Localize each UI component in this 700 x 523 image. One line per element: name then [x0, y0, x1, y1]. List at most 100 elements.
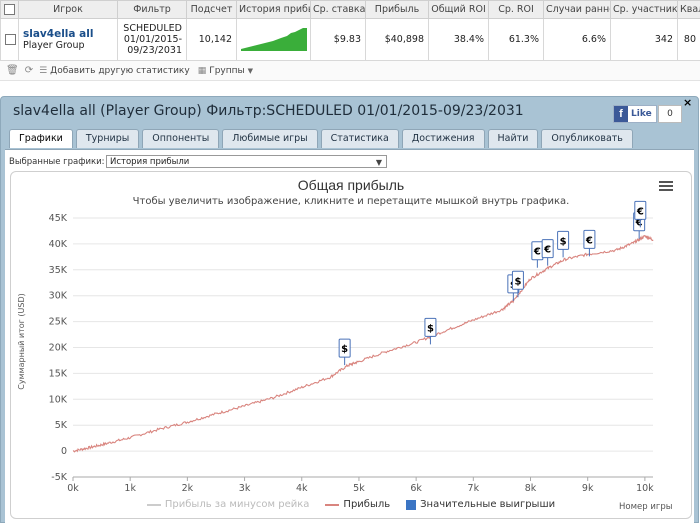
row-checkbox-cell[interactable] [1, 19, 19, 61]
select-all-checkbox[interactable] [4, 4, 15, 15]
legend-label: Прибыль за минусом рейка [165, 499, 310, 510]
column-header[interactable]: Случаи ранне [544, 1, 611, 19]
legend-label: Прибыль [343, 499, 390, 510]
column-header[interactable]: Ср. участник [611, 1, 678, 19]
x-tick-label: 1k [124, 483, 136, 494]
big-win-flag-symbol: $ [341, 344, 348, 355]
sliders-icon: ☰ [39, 66, 47, 76]
chart-select-label: Выбранные графики: [9, 157, 105, 167]
header-checkbox-cell[interactable] [1, 1, 19, 19]
x-axis-title: Номер игры [619, 502, 672, 512]
y-tick-label: 10K [49, 394, 68, 405]
tab-opponents[interactable]: Оппоненты [142, 129, 219, 148]
chart-select[interactable]: История прибыли ▼ [106, 155, 387, 168]
refresh-icon[interactable]: ⟳ [25, 65, 33, 76]
big-win-flag-symbol: € [533, 247, 541, 258]
y-tick-label: -5K [51, 472, 67, 483]
tab-achievements[interactable]: Достижения [402, 129, 485, 148]
x-tick-label: 6k [410, 483, 422, 494]
legend-item-profit[interactable]: Прибыль [325, 499, 390, 510]
x-tick-label: 7k [468, 483, 480, 494]
legend-item-big-wins[interactable]: Значительные выигрыши [406, 499, 555, 510]
add-stat-label: Добавить другую статистику [50, 66, 190, 76]
x-tick-label: 2k [182, 483, 194, 494]
early-cases-cell: 6.6% [544, 19, 611, 61]
total-roi-cell: 38.4% [429, 19, 489, 61]
column-header[interactable]: Ср. ROI [489, 1, 544, 19]
legend-swatch [406, 500, 416, 510]
filter-line: 01/01/2015- [122, 34, 182, 45]
column-header[interactable]: Фильтр [118, 1, 187, 19]
column-header[interactable]: Прибыль [366, 1, 429, 19]
y-tick-label: 15K [49, 368, 68, 379]
column-header[interactable]: Подсчет [187, 1, 237, 19]
tab-charts[interactable]: Графики [9, 129, 73, 148]
groups-dropdown[interactable]: ▦ Группы ▼ [198, 66, 253, 76]
close-icon[interactable]: × [683, 96, 692, 109]
charts-tab-content: Выбранные графики: История прибыли ▼ Общ… [5, 149, 694, 523]
groups-label: Группы [209, 66, 244, 76]
x-tick-label: 9k [582, 483, 594, 494]
legend-swatch [147, 504, 161, 506]
x-tick-label: 10k [636, 483, 654, 494]
player-cell: slav4ella all Player Group [19, 19, 118, 61]
table-toolbar: 🗑 ⟳ ☰ Добавить другую статистику ▦ Групп… [0, 61, 700, 81]
grid-icon: ▦ [198, 66, 207, 76]
filter-cell: SCHEDULED 01/01/2015- 09/23/2031 [118, 19, 187, 61]
tab-publish[interactable]: Опубликовать [541, 129, 633, 148]
x-tick-label: 5k [353, 483, 365, 494]
trash-icon[interactable]: 🗑 [6, 65, 19, 76]
tab-favorite-games[interactable]: Любимые игры [222, 129, 317, 148]
profit-cell: $40,898 [366, 19, 429, 61]
panel-title: slav4ella all (Player Group) Фильтр:SCHE… [13, 103, 524, 119]
big-win-flag-symbol: € [585, 235, 593, 246]
column-header[interactable]: История прибыл [237, 1, 311, 19]
filter-line: 09/23/2031 [122, 45, 182, 56]
column-header[interactable]: Квалиф [678, 1, 700, 19]
column-header[interactable]: Общий ROI [429, 1, 489, 19]
chart-legend: Прибыль за минусом рейка Прибыль Значите… [11, 499, 691, 510]
facebook-icon: f [614, 106, 628, 122]
y-tick-label: 35K [49, 265, 68, 276]
y-tick-label: 20K [49, 343, 68, 354]
column-header[interactable]: Игрок [19, 1, 118, 19]
y-tick-label: 45K [49, 213, 68, 224]
x-tick-label: 0k [67, 483, 79, 494]
like-label: Like [628, 109, 655, 119]
qualif-cell: 80 [678, 19, 700, 61]
chevron-down-icon: ▼ [248, 67, 253, 75]
report-panel: slav4ella all (Player Group) Фильтр:SCHE… [0, 96, 699, 523]
x-tick-label: 4k [296, 483, 308, 494]
profit-series-line [73, 236, 653, 452]
avg-participants-cell: 342 [611, 19, 678, 61]
player-name-link[interactable]: slav4ella all [23, 28, 113, 40]
big-win-flag-symbol: $ [560, 236, 567, 247]
legend-item-net-profit[interactable]: Прибыль за минусом рейка [147, 499, 310, 510]
tab-find[interactable]: Найти [488, 129, 539, 148]
y-tick-label: 25K [49, 317, 68, 328]
big-win-flag-symbol: $ [514, 276, 521, 287]
avg-stake-cell: $9.83 [311, 19, 366, 61]
tab-tournaments[interactable]: Турниры [76, 129, 139, 148]
add-stat-button[interactable]: ☰ Добавить другую статистику [39, 66, 190, 76]
profit-sparkline-cell[interactable] [237, 19, 311, 61]
profit-sparkline[interactable] [241, 25, 307, 51]
big-win-flag-symbol: € [543, 245, 551, 256]
big-win-flag-symbol: € [636, 206, 644, 217]
avg-roi-cell: 61.3% [489, 19, 544, 61]
x-tick-label: 8k [525, 483, 537, 494]
chevron-down-icon: ▼ [376, 156, 382, 169]
y-tick-label: 30K [49, 291, 68, 302]
y-tick-label: 0 [61, 446, 67, 457]
chart-select-value: История прибыли [110, 157, 189, 167]
y-tick-label: 5K [55, 420, 68, 431]
row-checkbox[interactable] [5, 34, 16, 45]
column-header[interactable]: Ср. ставка [311, 1, 366, 19]
tab-statistics[interactable]: Статистика [321, 129, 399, 148]
profit-chart[interactable]: Общая прибыль Чтобы увеличить изображени… [10, 171, 692, 519]
y-tick-label: 40K [49, 239, 68, 250]
facebook-like-button[interactable]: f Like [613, 105, 657, 123]
big-win-flag-symbol: $ [427, 323, 434, 334]
tab-bar: Графики Турниры Оппоненты Любимые игры С… [9, 129, 633, 148]
